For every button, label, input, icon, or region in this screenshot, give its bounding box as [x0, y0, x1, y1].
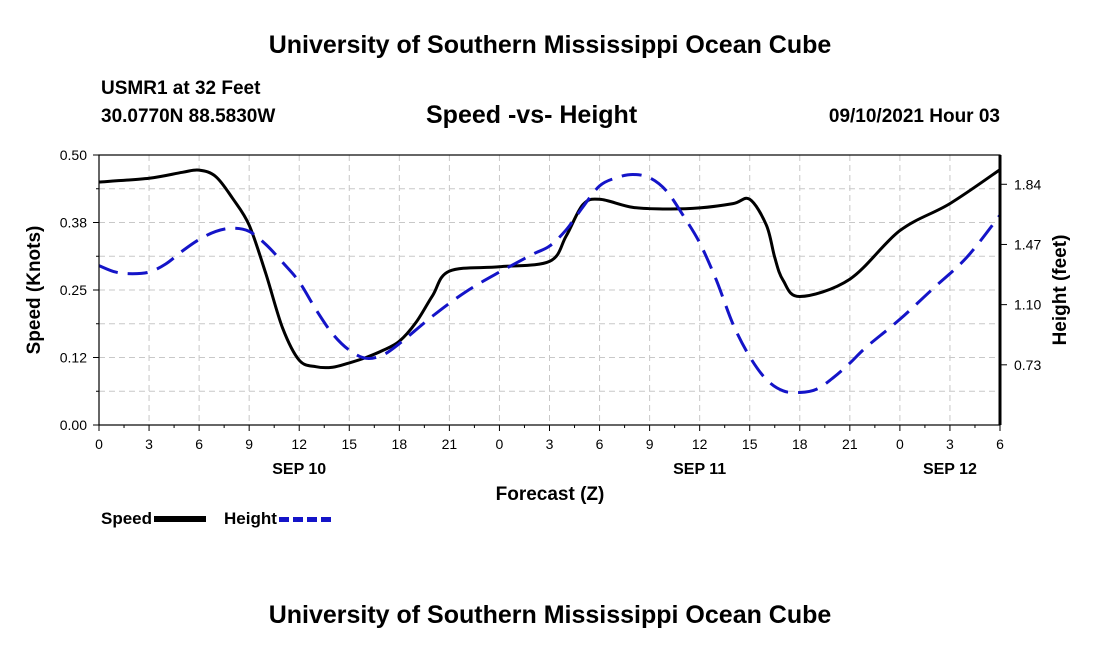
x-tick-label: 15: [742, 436, 758, 452]
x-tick-label: 21: [442, 436, 458, 452]
datetime-label: 09/10/2021 Hour 03: [828, 106, 1000, 127]
x-tick-label: 3: [946, 436, 954, 452]
top-title: University of Southern Mississippi Ocean…: [268, 31, 832, 59]
y-tick-label: 0.25: [60, 282, 87, 298]
x-tick-label: 9: [646, 436, 654, 452]
y2-tick-label: 1.10: [1014, 297, 1041, 313]
legend-item-speed: Speed: [101, 509, 207, 529]
axis-ticks: 0 3 6 9 12 15 18 21 0 3 6 9 12 15 18 21 0 3 6 SEP 10 SEP 11 S…: [60, 147, 1042, 478]
x-tick-label: 12: [692, 436, 708, 452]
x-tick-label: 18: [392, 436, 408, 452]
legend: Speed Height: [101, 509, 331, 529]
y-tick-label: 0.12: [60, 350, 87, 366]
x-tick-label: 21: [842, 436, 858, 452]
x-tick-label: 18: [792, 436, 808, 452]
legend-label-height: Height: [224, 509, 277, 528]
legend-swatch-speed: [154, 516, 207, 522]
x-day-label: SEP 10: [272, 461, 326, 478]
y2-tick-label: 0.73: [1014, 357, 1041, 373]
x-tick-label: 3: [546, 436, 554, 452]
speed-height-chart: 0 3 6 9 12 15 18 21 0 3 6 9 12 15 18 21 0 3 6 SEP 10 SEP 11 S…: [24, 147, 1071, 505]
x-tick-label: 15: [341, 436, 357, 452]
coordinates-label: 30.0770N 88.5830W: [101, 106, 276, 127]
y-tick-label: 0.50: [60, 147, 87, 163]
series-line-speed: [98, 168, 1001, 370]
legend-swatch-height: [278, 516, 331, 522]
x-day-label: SEP 12: [923, 461, 977, 478]
x-tick-label: 6: [195, 436, 203, 452]
y2-tick-label: 1.47: [1014, 236, 1041, 252]
x-tick-label: 12: [291, 436, 307, 452]
y2-tick-label: 1.84: [1014, 176, 1041, 192]
y-tick-label: 0.00: [60, 417, 87, 433]
x-tick-label: 3: [145, 436, 153, 452]
station-label: USMR1 at 32 Feet: [101, 78, 261, 99]
legend-label-speed: Speed: [101, 509, 153, 528]
x-tick-label: 0: [896, 436, 904, 452]
y-tick-label: 0.38: [60, 215, 87, 231]
x-tick-label: 0: [95, 436, 103, 452]
legend-item-height: Height: [224, 509, 331, 529]
series-lines: [98, 168, 1002, 395]
y-axis-label: Speed (Knots): [24, 226, 45, 355]
x-tick-label: 9: [245, 436, 253, 452]
x-day-label: SEP 11: [673, 461, 726, 478]
grid-lines: [99, 155, 1000, 425]
x-tick-label: 0: [496, 436, 504, 452]
chart-subtitle: Speed -vs- Height: [426, 101, 638, 129]
x-tick-label: 6: [596, 436, 604, 452]
series-line-height: [98, 173, 1002, 395]
bottom-title: University of Southern Mississippi Ocean…: [268, 601, 832, 629]
x-tick-label: 6: [996, 436, 1004, 452]
x-axis-label: Forecast (Z): [496, 484, 605, 505]
y2-axis-label: Height (feet): [1050, 235, 1071, 346]
